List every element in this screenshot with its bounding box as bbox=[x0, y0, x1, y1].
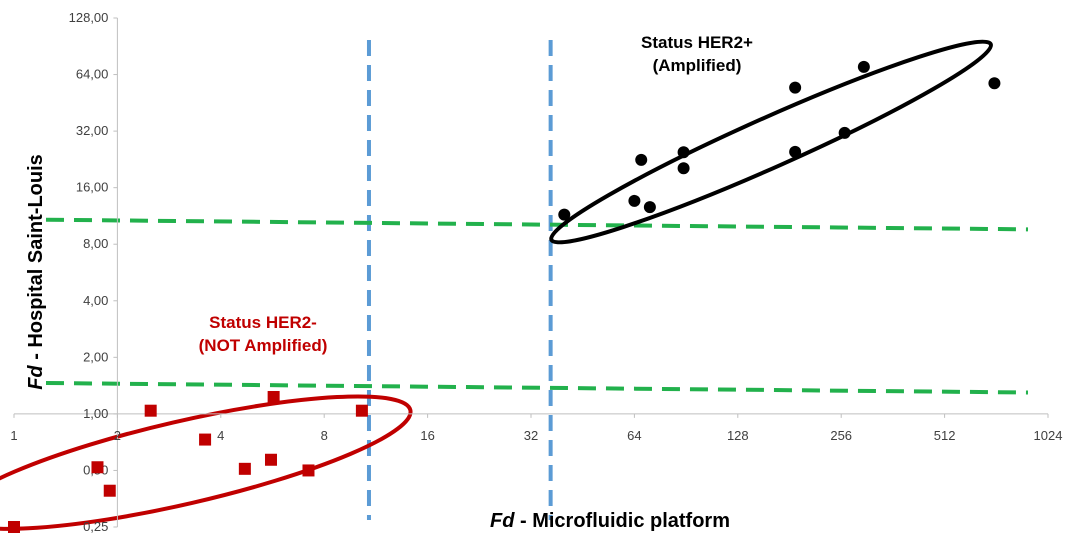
y-tick-label: 64,00 bbox=[76, 67, 109, 82]
her2-negative-point bbox=[91, 461, 104, 474]
her2-negative-point bbox=[144, 404, 157, 417]
positive-group-ellipse bbox=[549, 39, 993, 245]
y-tick-label: 8,00 bbox=[83, 236, 108, 251]
x-tick-label: 512 bbox=[934, 428, 956, 443]
positive-status-label: (Amplified) bbox=[653, 56, 742, 75]
y-tick-label: 4,00 bbox=[83, 293, 108, 308]
reference-lines bbox=[45, 40, 1029, 520]
her2-negative-point bbox=[302, 464, 315, 477]
negative-group-ellipse bbox=[0, 394, 413, 531]
her2-positive-point bbox=[789, 145, 802, 158]
x-tick-label: 256 bbox=[830, 428, 852, 443]
x-tick-label: 64 bbox=[627, 428, 641, 443]
y-tick-label: 1,00 bbox=[83, 406, 108, 421]
her2-positive-point bbox=[558, 208, 571, 221]
x-tick-label: 4 bbox=[217, 428, 224, 443]
y-axis-title: Fd - Hospital Saint-Louis bbox=[25, 154, 47, 390]
y-tick-label: 32,00 bbox=[76, 123, 109, 138]
group-annotations: Status HER2- (NOT Amplified) Status HER2+ (… bbox=[199, 33, 753, 355]
horizontal-threshold-line bbox=[45, 381, 1029, 395]
y-tick-label: 16,00 bbox=[76, 180, 109, 195]
horizontal-threshold-line bbox=[45, 217, 1029, 232]
y-tick-label: 0,25 bbox=[83, 519, 108, 534]
negative-status-label: Status HER2- bbox=[209, 313, 317, 332]
her2-positive-point bbox=[677, 162, 690, 175]
data-points bbox=[8, 60, 1001, 533]
her2-positive-point bbox=[635, 153, 648, 166]
group-ellipses bbox=[0, 39, 993, 531]
x-tick-label: 32 bbox=[524, 428, 538, 443]
x-axis-title: Fd - Microfluidic platform bbox=[490, 510, 730, 532]
x-tick-label: 8 bbox=[321, 428, 328, 443]
her2-negative-point bbox=[103, 484, 116, 497]
her2-positive-point bbox=[643, 201, 656, 214]
y-tick-labels: 0,250,501,002,004,008,0016,0032,0064,001… bbox=[69, 10, 118, 534]
her2-negative-point bbox=[8, 521, 20, 533]
negative-status-label: (NOT Amplified) bbox=[199, 336, 328, 355]
x-tick-label: 1024 bbox=[1034, 428, 1063, 443]
her2-positive-point bbox=[677, 146, 690, 159]
x-tick-label: 1 bbox=[10, 428, 17, 443]
her2-negative-point bbox=[238, 462, 251, 475]
her2-positive-point bbox=[988, 77, 1001, 90]
positive-status-label: Status HER2+ bbox=[641, 33, 753, 52]
her2-positive-point bbox=[857, 60, 870, 73]
y-tick-label: 2,00 bbox=[83, 349, 108, 364]
x-tick-label: 16 bbox=[420, 428, 434, 443]
her2-positive-point bbox=[789, 81, 802, 94]
x-tick-label: 2 bbox=[114, 428, 121, 443]
x-tick-label: 128 bbox=[727, 428, 749, 443]
her2-negative-point bbox=[355, 404, 368, 417]
her2-positive-point bbox=[628, 194, 641, 207]
her2-negative-point bbox=[199, 433, 212, 446]
y-tick-label: 128,00 bbox=[69, 10, 109, 25]
her2-positive-point bbox=[838, 126, 851, 139]
x-tick-labels: 1 2 4 8 16 32 64 128 256 512 1024 bbox=[10, 413, 1063, 443]
her2-negative-point bbox=[267, 390, 280, 403]
y-axis-title-rest: - Hospital Saint-Louis bbox=[25, 154, 47, 365]
x-axis-title-italic: Fd bbox=[490, 510, 515, 532]
her2-negative-point bbox=[264, 453, 277, 466]
y-axis-title-italic: Fd bbox=[25, 365, 47, 390]
x-axis-title-rest: - Microfluidic platform bbox=[514, 510, 730, 532]
